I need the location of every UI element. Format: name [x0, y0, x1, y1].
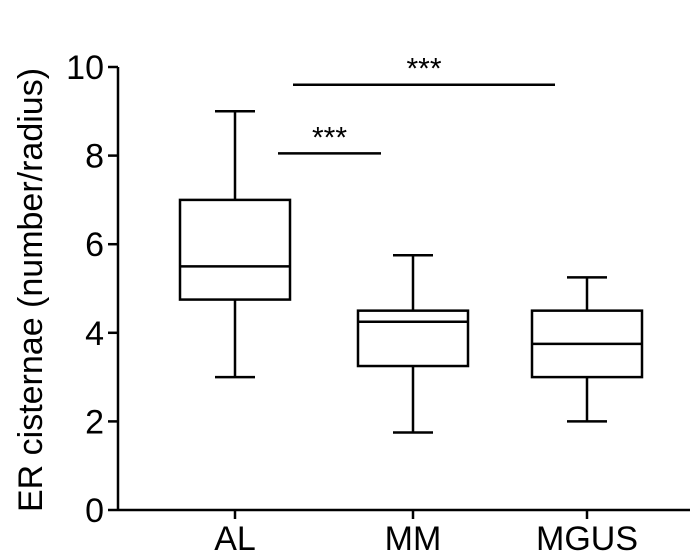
x-tick-label: MGUS	[536, 520, 638, 556]
y-tick-label: 8	[85, 138, 104, 176]
box-mm	[356, 254, 470, 434]
axes: 0 2 4 6 8 10 AL MM MGUS	[66, 49, 690, 556]
boxes-layer	[178, 110, 644, 434]
significance-layer: *** ***	[278, 53, 555, 155]
y-tick-label: 10	[66, 49, 104, 87]
box-mgus	[530, 276, 644, 423]
x-tick-label: MM	[385, 520, 442, 556]
box-al	[178, 110, 292, 379]
y-tick-label: 0	[85, 492, 104, 530]
y-axis-label: ER cisternae (number/radius)	[12, 68, 50, 512]
iqr-box	[356, 309, 470, 368]
y-tick-label: 2	[85, 403, 104, 441]
significance-label: ***	[312, 121, 347, 154]
x-tick-label: AL	[214, 520, 256, 556]
y-tick-label: 6	[85, 226, 104, 264]
iqr-box	[178, 198, 292, 301]
y-tick-label: 4	[85, 315, 104, 353]
significance-label: ***	[406, 53, 441, 86]
